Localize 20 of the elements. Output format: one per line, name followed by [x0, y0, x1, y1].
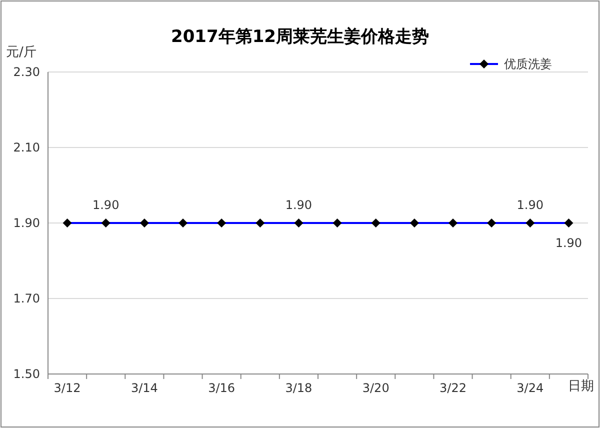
y-tick-label: 1.50 — [13, 367, 40, 381]
x-tick-label: 3/20 — [362, 381, 390, 395]
x-tick-label: 3/12 — [54, 381, 81, 395]
x-tick-label: 3/16 — [208, 381, 236, 395]
y-tick-label: 1.90 — [13, 216, 40, 230]
data-label: 1.90 — [516, 198, 544, 212]
data-label: 1.90 — [285, 198, 312, 212]
x-tick-label: 3/18 — [285, 381, 312, 395]
legend-label: 优质洗姜 — [504, 57, 552, 71]
x-tick-label: 3/14 — [130, 381, 158, 395]
x-axis-title: 日期 — [568, 379, 594, 394]
x-tick-label: 3/24 — [516, 381, 544, 395]
y-tick-label: 2.10 — [13, 140, 40, 154]
chart-title: 2017年第12周莱芜生姜价格走势 — [171, 26, 429, 47]
x-tick-label: 3/22 — [440, 381, 466, 395]
data-label: 1.90 — [555, 236, 582, 250]
y-axis-title: 元/斤 — [6, 45, 36, 60]
y-tick-label: 1.70 — [13, 292, 40, 306]
data-label: 1.90 — [92, 198, 120, 212]
y-tick-label: 2.30 — [13, 65, 40, 79]
